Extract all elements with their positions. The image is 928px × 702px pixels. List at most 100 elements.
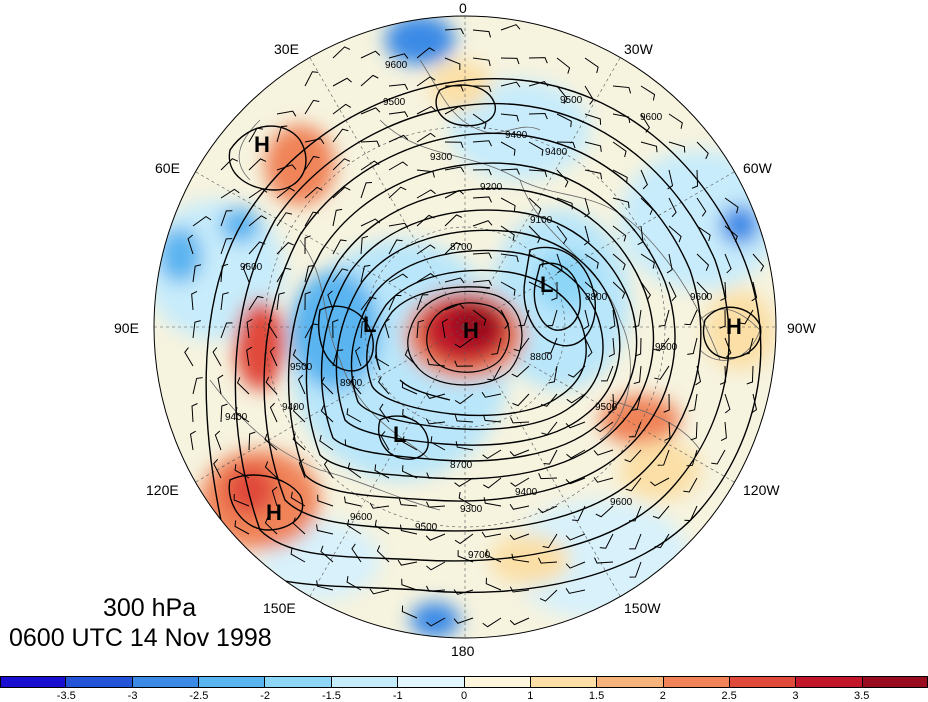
wind-barb [246,318,253,339]
wind-barb [320,545,334,563]
colorbar-swatch [663,676,730,688]
wind-barb [304,291,311,311]
wind-barb [416,47,435,59]
wind-barb [248,188,268,199]
wind-barb [491,337,502,355]
colorbar-tick-label: 3.5 [854,690,870,702]
high-center-label: H [254,132,270,157]
colorbar [0,676,928,688]
wind-barb [388,161,408,171]
contour-label: 9200 [480,182,503,193]
wind-barb [472,140,492,147]
wind-barb [539,589,558,602]
wind-barb [556,113,572,128]
wind-barb [640,85,656,101]
wind-barb [565,561,586,569]
wind-barb [593,449,614,456]
wind-barb [355,346,362,367]
wind-barb [276,292,285,311]
wind-barb [290,491,306,507]
wind-barb [640,253,655,269]
wind-barb [640,141,658,153]
wind-barb [388,53,409,59]
wind-barb [401,578,418,591]
wind-barb [608,337,615,358]
wind-barb [751,281,758,302]
wind-barb [640,281,651,301]
wind-barb [595,505,614,518]
wind-barb [217,374,224,395]
wind-barb [691,169,699,189]
wind-barb [472,309,487,326]
wind-barb [599,533,614,549]
wind-barb [192,320,201,339]
wind-barb [724,393,731,414]
wind-barb [565,588,586,594]
lon-label-120w: 120W [743,482,780,498]
contour-label: 9400 [282,402,305,413]
wind-barb [609,309,616,330]
colorbar-swatch [862,676,928,688]
wind-barb [292,349,306,367]
wind-barb [538,472,558,480]
contour-label: 9600 [350,512,373,523]
contour-label: 8900 [340,378,363,389]
wind-barb [472,279,493,286]
wind-barb [304,323,319,339]
colorbar-swatch [796,676,863,688]
colorbar-swatch [331,676,399,688]
wind-barb [360,160,380,171]
wind-barb [184,347,194,367]
wind-barb [500,281,516,296]
wind-barb [584,337,593,358]
wind-barb [292,517,306,535]
wind-barb [297,374,306,395]
wind-barb [388,111,409,118]
wind-barb [668,281,677,302]
map-boundary [153,15,777,639]
contour-label-group: 9600 9500 9500 9400 9300 9200 9100 8700 … [225,60,713,561]
wind-barb [551,281,558,301]
colorbar-swatch [66,676,133,688]
wind-barb [192,377,203,395]
wind-barb [500,197,516,212]
wind-barb [360,264,371,283]
wind-barb [388,273,408,283]
wind-barb [242,262,250,283]
wind-barb [265,376,278,395]
contour-label: 8700 [450,242,473,253]
wind-barb [360,296,377,311]
colorbar-swatch [530,676,598,688]
wind-barb [453,589,474,595]
wind-barb [487,365,502,381]
colorbar-tick-label: 1.5 [588,690,605,702]
wind-barb [472,113,487,130]
wind-barb [189,430,196,451]
wind-barb [304,186,323,199]
wind-barb [276,187,295,199]
wind-barb [454,533,474,545]
wind-barb [584,113,602,125]
wind-barb [276,212,292,227]
wind-barb [444,105,464,115]
wind-barb [528,225,541,244]
wind-barb [271,486,278,507]
wind-barb [608,393,615,413]
wind-barb [416,319,425,339]
lon-label-90e: 90E [114,320,139,336]
wind-barb [187,234,194,255]
wind-barb [720,281,727,301]
wind-barb [369,588,390,595]
wind-barb [500,141,516,156]
wind-barb [192,216,212,227]
wind-barb [379,403,390,423]
wind-barb [724,197,739,214]
wind-barb [457,550,474,563]
lon-label-0: 0 [459,0,467,16]
wind-barb [444,28,465,35]
wind-barb [416,272,436,283]
wind-barb [566,449,586,459]
wind-barb [388,222,409,229]
wind-barb [632,309,642,328]
wind-barb [276,125,288,143]
